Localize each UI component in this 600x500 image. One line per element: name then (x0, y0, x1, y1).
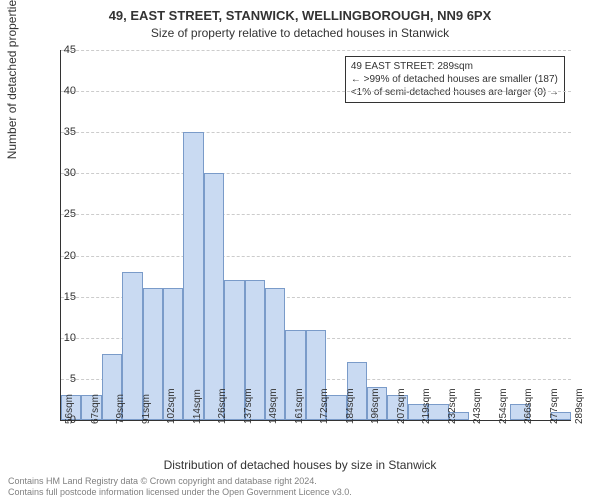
x-tick-label: 266sqm (523, 388, 534, 424)
x-tick-label: 137sqm (243, 388, 254, 424)
grid-line (61, 173, 571, 174)
footer-line2: Contains full postcode information licen… (8, 487, 352, 498)
x-tick-label: 79sqm (115, 394, 126, 424)
histogram-bar (183, 132, 203, 420)
x-tick-label: 161sqm (294, 388, 305, 424)
annotation-line2: ← >99% of detached houses are smaller (1… (351, 73, 559, 86)
y-tick-label: 5 (46, 373, 76, 385)
footer-text: Contains HM Land Registry data © Crown c… (8, 476, 352, 498)
x-tick-label: 277sqm (549, 388, 560, 424)
x-tick-label: 67sqm (90, 394, 101, 424)
y-tick-label: 20 (46, 250, 76, 262)
y-tick-label: 35 (46, 126, 76, 138)
y-tick-label: 25 (46, 208, 76, 220)
x-tick-label: 91sqm (141, 394, 152, 424)
y-tick-label: 45 (46, 44, 76, 56)
x-tick-label: 114sqm (192, 389, 203, 424)
grid-line (61, 214, 571, 215)
x-tick-label: 102sqm (166, 388, 177, 424)
chart-subtitle: Size of property relative to detached ho… (0, 26, 600, 40)
x-tick-label: 254sqm (498, 388, 509, 424)
y-tick-label: 40 (46, 85, 76, 97)
y-tick-label: 10 (46, 332, 76, 344)
footer-line1: Contains HM Land Registry data © Crown c… (8, 476, 352, 487)
grid-line (61, 256, 571, 257)
x-axis-title: Distribution of detached houses by size … (0, 458, 600, 472)
x-tick-label: 172sqm (319, 388, 330, 424)
grid-line (61, 132, 571, 133)
x-tick-label: 207sqm (396, 388, 407, 424)
x-tick-label: 149sqm (268, 388, 279, 424)
y-axis-title: Number of detached properties (5, 0, 19, 159)
annotation-box: 49 EAST STREET: 289sqm ← >99% of detache… (345, 56, 565, 103)
grid-line (61, 91, 571, 92)
x-tick-label: 184sqm (345, 388, 356, 424)
y-tick-label: 15 (46, 291, 76, 303)
x-tick-label: 289sqm (574, 388, 585, 424)
x-tick-label: 219sqm (421, 388, 432, 424)
chart-title: 49, EAST STREET, STANWICK, WELLINGBOROUG… (0, 8, 600, 23)
chart-container: 49, EAST STREET, STANWICK, WELLINGBOROUG… (0, 0, 600, 500)
x-tick-label: 126sqm (217, 388, 228, 424)
histogram-bar (204, 173, 224, 420)
annotation-line1: 49 EAST STREET: 289sqm (351, 60, 559, 73)
plot-area: 49 EAST STREET: 289sqm ← >99% of detache… (60, 50, 571, 421)
grid-line (61, 50, 571, 51)
x-tick-label: 196sqm (370, 388, 381, 424)
x-tick-label: 243sqm (472, 388, 483, 424)
y-tick-label: 30 (46, 167, 76, 179)
annotation-line3: <1% of semi-detached houses are larger (… (351, 86, 559, 99)
x-tick-label: 232sqm (447, 388, 458, 424)
x-tick-label: 56sqm (64, 394, 75, 424)
